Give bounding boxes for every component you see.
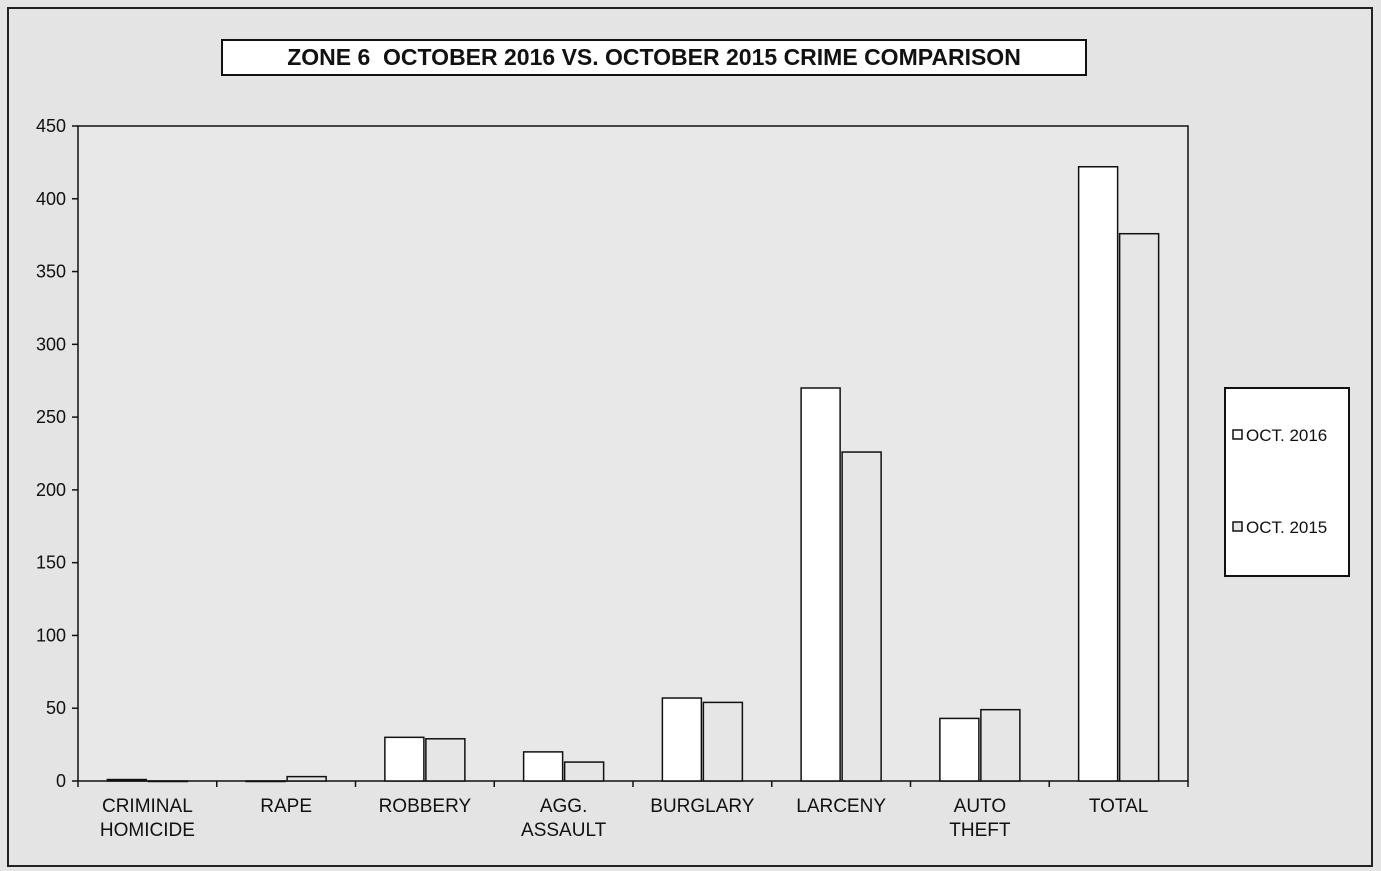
x-category-label: ROBBERY — [379, 796, 472, 817]
y-axis: 0 50 100 150 200 250 300 350 400 450 — [36, 116, 78, 791]
bar-oct-2015 — [702, 701, 744, 782]
bar-oct-2015 — [563, 761, 605, 782]
y-tick-label: 250 — [36, 407, 66, 427]
chart-outer-frame — [7, 7, 1373, 867]
x-category-label: TOTAL — [1089, 796, 1148, 817]
plot-area — [77, 125, 1189, 782]
x-category-label: AGG. — [540, 796, 588, 817]
x-category-label: ASSAULT — [521, 820, 607, 841]
y-tick-label: 100 — [36, 625, 66, 645]
y-tick-label: 50 — [46, 698, 66, 718]
bars — [106, 166, 1160, 783]
legend-label-oct-2015: OCT. 2015 — [1246, 518, 1327, 537]
y-tick-label: 300 — [36, 334, 66, 354]
y-tick-label: 150 — [36, 553, 66, 573]
chart-title: ZONE 6 OCTOBER 2016 VS. OCTOBER 2015 CRI… — [287, 44, 1021, 70]
legend: OCT. 2016 OCT. 2015 — [1224, 387, 1350, 577]
x-category-label: THEFT — [949, 820, 1011, 841]
y-tick-label: 200 — [36, 480, 66, 500]
x-category-label: BURGLARY — [650, 796, 755, 817]
x-category-label: AUTO — [954, 796, 1006, 817]
y-tick-label: 350 — [36, 262, 66, 282]
bar-oct-2016 — [522, 751, 564, 782]
bar-oct-2016 — [939, 717, 980, 782]
bar-oct-2016 — [106, 778, 148, 782]
y-tick-label: 450 — [36, 116, 66, 136]
bar-oct-2015 — [286, 775, 327, 782]
bar-oct-2015 — [980, 708, 1021, 782]
bar-oct-2016 — [1077, 166, 1119, 782]
bar-oct-2016 — [384, 736, 425, 782]
y-tick-label: 0 — [56, 771, 66, 791]
x-axis: CRIMINAL HOMICIDE RAPE ROBBERY AGG. ASSAULT BU… — [77, 781, 1189, 841]
legend-frame — [1224, 387, 1350, 577]
bar-oct-2015 — [841, 451, 882, 782]
x-category-label: RAPE — [260, 796, 312, 817]
bar-oct-2015 — [425, 738, 466, 782]
x-category-label: CRIMINAL — [102, 796, 193, 817]
legend-label-oct-2016: OCT. 2016 — [1246, 426, 1327, 445]
chart-title-box: ZONE 6 OCTOBER 2016 VS. OCTOBER 2015 CRI… — [221, 39, 1087, 76]
bar-oct-2015 — [147, 780, 189, 783]
x-category-label: HOMICIDE — [100, 820, 195, 841]
title-frame — [221, 39, 1087, 76]
bar-oct-2016 — [800, 387, 841, 782]
bar-oct-2016 — [661, 697, 703, 782]
x-category-label: LARCENY — [796, 796, 886, 817]
bar-oct-2016 — [245, 780, 286, 783]
bar-oct-2015 — [1118, 232, 1160, 782]
legend-swatch-oct-2015 — [1232, 521, 1243, 532]
legend-swatch-oct-2016 — [1232, 429, 1243, 440]
y-tick-label: 400 — [36, 189, 66, 209]
